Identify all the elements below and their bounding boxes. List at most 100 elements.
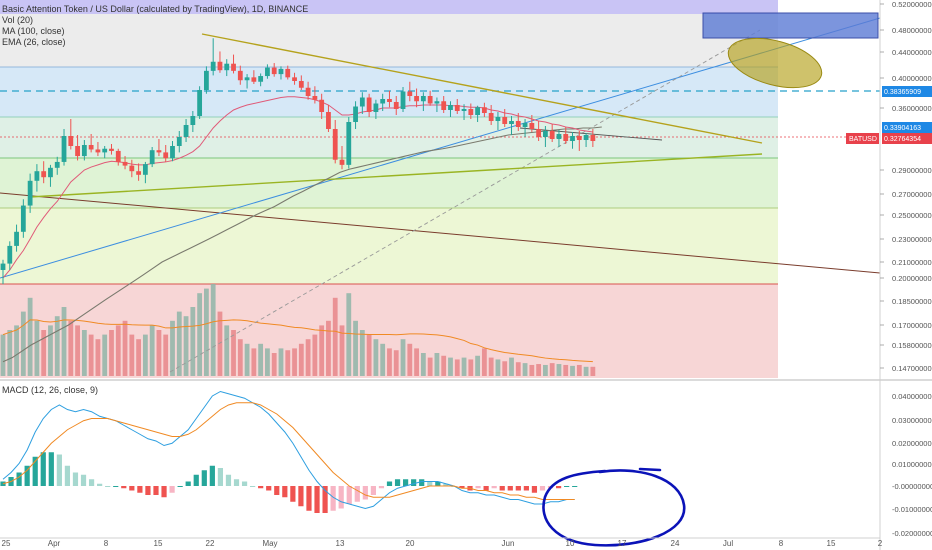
macd-histogram-bar [266,486,272,491]
candle-body [217,61,223,71]
date-tick-label: 17 [618,539,627,548]
candle-body [366,97,372,112]
date-tick-label: 25 [2,539,11,548]
volume-bar [115,325,121,376]
volume-bar [41,330,47,376]
macd-histogram-bar [201,470,207,486]
macd-legend: MACD (12, 26, close, 9) [2,385,98,396]
volume-bar [448,357,453,376]
macd-histogram-bar [515,486,521,491]
volume-bar [278,348,284,376]
volume-bar [359,330,365,376]
macd-histogram-bar [97,483,103,486]
candle-body [115,150,121,162]
macd-histogram-bar [282,486,288,498]
candle-body [475,107,480,115]
candle-body [332,129,338,160]
volume-bar [7,330,13,376]
candle-body [41,171,47,178]
descending-trendline [201,33,763,144]
candle-body [522,123,528,127]
chart-legend: Basic Attention Token / US Dollar (calcu… [2,4,308,48]
volume-bar [583,366,589,376]
volume-bar [326,320,331,376]
volume-bar [224,325,230,376]
ma100-line [2,126,602,363]
ema26-line [2,96,593,279]
volume-bar [576,364,582,376]
volume-bar [468,359,474,376]
macd-tick-label: -0.01000000 [892,505,932,514]
macd-tick-label: -0.00000000 [892,482,932,491]
volume-bar [475,355,480,376]
volume-bar [251,348,257,376]
volume-bar [420,353,426,376]
ema-indicator-label[interactable]: EMA (26, close) [2,37,66,47]
macd-histogram-bar [322,486,328,513]
macd-indicator-label[interactable]: MACD (12, 26, close, 9) [2,385,99,395]
macd-histogram-bar [555,486,562,489]
candle-body [454,105,460,111]
candle-body [109,148,114,151]
macd-histogram-bar [258,486,264,489]
date-tick-label: 2 [878,539,883,548]
price-tick-label: 0.36000000 [892,104,932,113]
date-tick-label: 10 [566,539,575,548]
macd-histogram-bar [177,486,183,487]
macd-histogram-bar [539,486,546,491]
macd-histogram-bar [233,479,240,486]
candle-body [54,161,60,168]
volume-bar [515,362,521,376]
macd-tick-label: -0.02000000 [892,529,932,538]
macd-histogram-bar [113,486,119,487]
volume-bar [237,339,243,376]
candle-body [271,67,277,75]
volume-bar [441,355,447,376]
price-tick-label: 0.17000000 [892,321,932,330]
candle-body [285,68,291,78]
ma-indicator-label[interactable]: MA (100, close) [2,26,65,36]
price-tick-label: 0.52000000 [892,0,932,9]
macd-histogram-bar [523,486,529,491]
macd-histogram-bar [507,486,513,491]
volume-bar [27,297,33,376]
projection-dashed-line [169,29,761,373]
macd-histogram-bar [137,486,143,493]
macd-histogram-bar [48,452,54,486]
candle-body [495,117,501,121]
date-tick-label: May [262,539,277,548]
candle-body [129,165,135,172]
volume-bar [54,316,60,376]
volume-bar [136,339,141,376]
volume-bar [183,316,189,376]
volume-bar [217,311,223,376]
date-tick-label: 13 [336,539,345,548]
chart-title: Basic Attention Token / US Dollar (calcu… [2,4,309,14]
candle-body [468,109,474,115]
zone-green [0,158,778,208]
candle-body [244,77,250,81]
volume-bar [210,284,216,376]
macd-histogram-bar [354,486,360,502]
volume-bar [339,325,345,376]
vol-indicator-label[interactable]: Vol (20) [2,15,34,25]
candle-body [563,134,569,141]
candle-body [448,105,453,110]
macd-histogram-bar [225,474,232,486]
macd-histogram-bar [241,481,248,486]
candle-body [210,61,216,71]
date-tick-label: 24 [671,539,680,548]
candle-body [278,68,284,75]
candle-body [549,131,555,139]
volume-bar [102,334,108,376]
volume-bar [481,348,487,376]
macd-histogram-bar [483,486,489,491]
date-tick-label: Apr [48,539,61,548]
macd-histogram-bar [105,486,111,487]
volume-bar [95,339,101,376]
volume-bar [522,363,528,376]
macd-histogram-bar [56,454,62,486]
candle-body [312,96,318,100]
volume-bar [543,364,548,376]
